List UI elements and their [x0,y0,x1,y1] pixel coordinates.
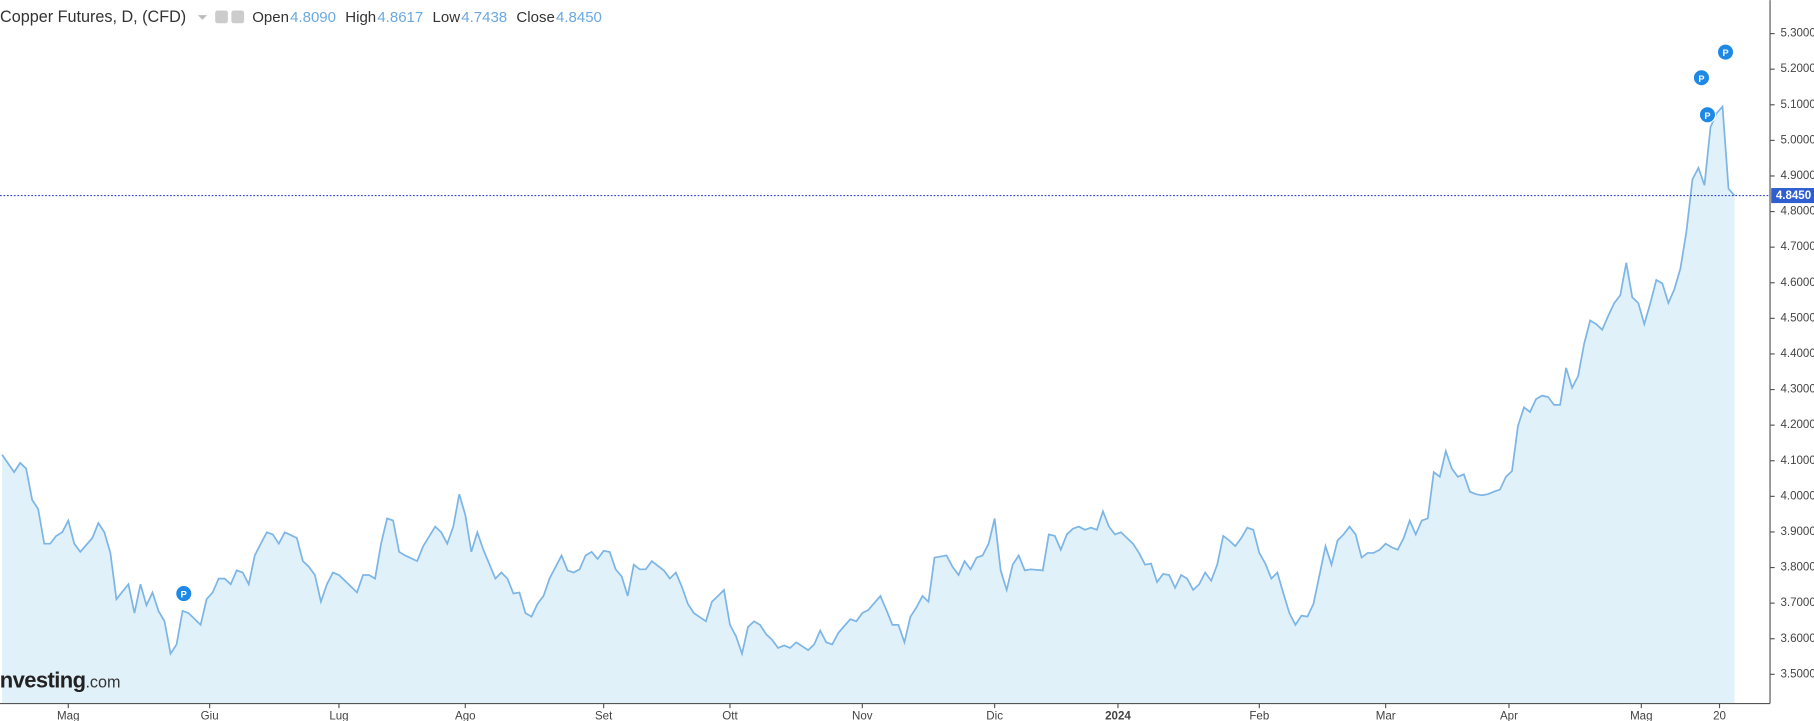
y-tick-label: 4.0000 [1780,490,1814,502]
annotation-label: P [1722,48,1728,58]
y-tick-label: 4.9000 [1780,170,1814,182]
x-tick-label: Lug [329,710,348,721]
price-line [1,104,1736,657]
y-tick-label: 4.5000 [1780,312,1814,324]
close-icon[interactable] [231,10,245,24]
annotation-marker [1698,106,1717,124]
annotation-label: P [181,590,187,600]
x-tick-label: Dic [986,710,1003,721]
x-tick-label: Giu [201,710,219,721]
annotation-marker [1692,69,1711,87]
x-tick-label: Set [595,710,613,721]
annotation-marker [175,584,193,603]
annotation-label: P [1698,74,1704,84]
watermark: Investing [0,667,85,692]
last-price-label: 4.8450 [1776,190,1811,202]
ohlc-value: 4.8617 [377,9,423,26]
area-fill [2,106,1735,704]
y-tick-label: 4.3000 [1780,384,1814,396]
annotation-marker [1716,43,1735,61]
dropdown-icon[interactable] [197,15,208,20]
x-tick-label: Mag [1630,710,1652,721]
ohlc-label: Open [252,9,289,26]
x-tick-label: Ago [455,710,476,721]
y-tick-label: 4.6000 [1780,277,1814,289]
x-tick-label: Nov [852,710,873,721]
header: Copper Futures, D, (CFD) Open 4.8090 High 4… [0,8,602,26]
x-tick-label: Apr [1500,710,1518,721]
x-tick-label: 2024 [1105,710,1131,721]
y-tick-label: 5.3000 [1780,28,1814,40]
ohlc-value: 4.8450 [556,9,602,26]
settings-icon[interactable] [215,10,228,24]
ohlc-label: Close [516,9,554,26]
x-tick-label: Mag [57,710,79,721]
x-tick-label: Ott [722,710,738,721]
annotation-label: P [1704,111,1710,121]
y-tick-label: 3.5000 [1780,668,1814,680]
y-tick-label: 3.7000 [1780,597,1814,609]
y-tick-label: 4.7000 [1780,241,1814,253]
y-tick-label: 5.1000 [1780,99,1814,111]
ohlc-label: Low [433,9,461,26]
y-tick-label: 5.2000 [1780,63,1814,75]
y-tick-label: 5.0000 [1780,134,1814,146]
x-tick-label: Mar [1376,710,1396,721]
x-tick-label: 20 [1713,710,1726,721]
ohlc-value: 4.8090 [290,9,336,26]
chart-title: Copper Futures, D, (CFD) [0,8,186,26]
y-tick-label: 3.6000 [1780,633,1814,645]
ohlc-value: 4.7438 [461,9,507,26]
y-tick-label: 4.8000 [1780,206,1814,218]
y-tick-label: 4.2000 [1780,419,1814,431]
last-price-box [1771,188,1814,204]
y-tick-label: 3.9000 [1780,526,1814,538]
y-tick-label: 3.8000 [1780,562,1814,574]
ohlc-label: High [345,9,376,26]
y-tick-label: 4.1000 [1780,455,1814,467]
watermark-suffix: .com [85,673,120,691]
y-tick-label: 4.4000 [1780,348,1814,360]
x-tick-label: Feb [1249,710,1269,721]
